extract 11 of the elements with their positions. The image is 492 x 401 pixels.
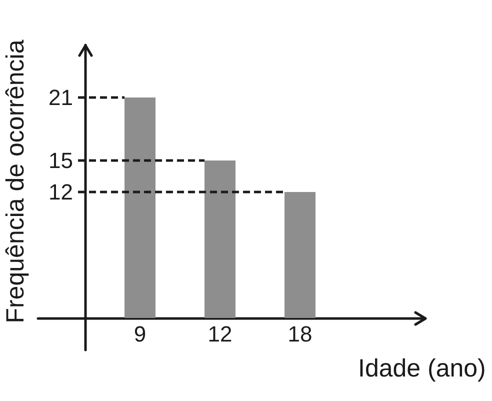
y-tick-label: 15	[48, 148, 73, 173]
x-tick-label: 9	[134, 322, 146, 346]
y-tick-label: 12	[48, 180, 73, 204]
x-tick-label: 18	[288, 322, 312, 346]
y-tick-label: 21	[48, 85, 73, 110]
bar	[124, 98, 156, 318]
x-tick-label: 12	[208, 322, 232, 346]
bar	[284, 192, 316, 318]
y-axis-title: Frequência de ocorrência	[2, 40, 30, 324]
x-axis-title: Idade (ano)	[358, 354, 486, 382]
bar	[204, 160, 236, 318]
